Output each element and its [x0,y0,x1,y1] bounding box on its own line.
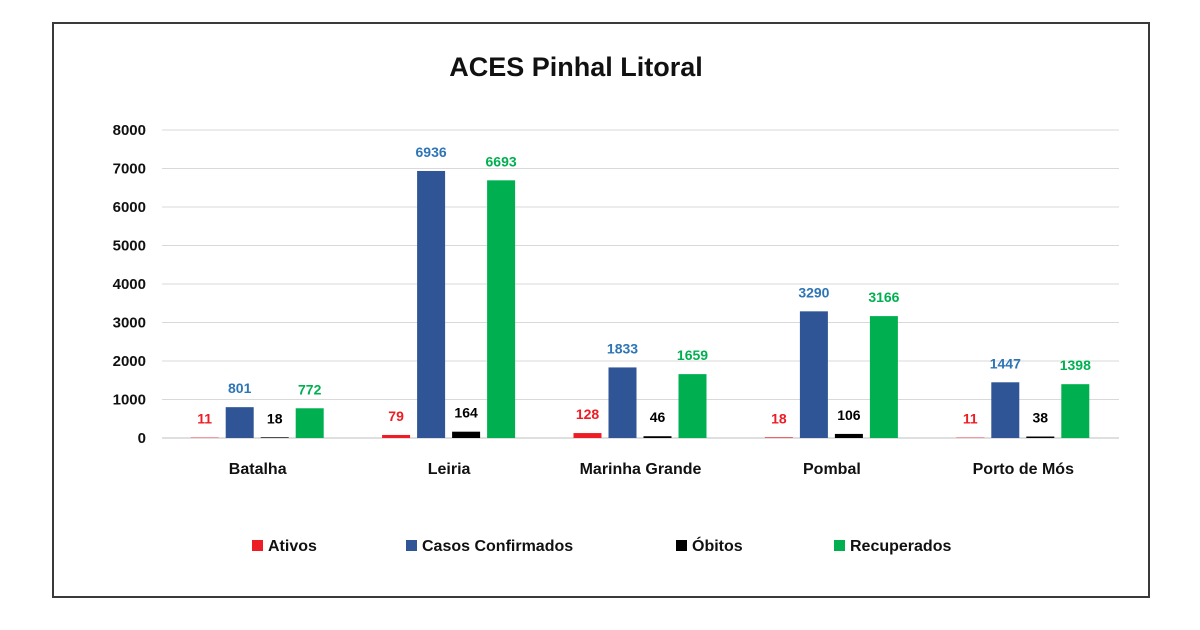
bar [869,316,898,438]
legend-label: Ativos [268,538,317,555]
bar [834,433,863,438]
grid-lines [162,129,1119,439]
y-tick-label: 1000 [113,392,146,409]
bar [1026,436,1055,438]
data-label: 3166 [868,289,899,305]
data-label: 38 [1033,410,1049,426]
bar [991,382,1020,438]
x-tick-label: Pombal [803,461,861,478]
data-label: 18 [771,410,787,426]
bar [487,180,516,438]
legend-label: Casos Confirmados [422,538,573,555]
bar [225,407,254,438]
y-tick-label: 2000 [113,353,146,370]
data-labels: 11 801 18 772 79 6936 164 6693 128 1833 46 1659 18 32… [197,144,1091,427]
legend-swatch [834,540,845,551]
data-label: 164 [454,405,478,421]
y-tick-label: 8000 [113,122,146,139]
y-tick-label: 0 [138,430,146,447]
bar [382,434,411,438]
chart: ACES Pinhal Litoral 0 1000 2000 3000 4000 500… [113,52,1119,555]
x-tick-label: Porto de Mós [973,461,1074,478]
y-tick-label: 4000 [113,276,146,293]
data-label: 772 [298,381,322,397]
data-label: 1398 [1060,357,1091,373]
bar [295,408,324,438]
bar [1061,384,1090,438]
x-tick-label: Leiria [428,461,471,478]
bar [764,437,793,438]
data-label: 6936 [416,144,447,160]
data-label: 3290 [798,284,829,300]
bar [608,367,637,438]
bar [678,374,707,438]
legend-swatch [406,540,417,551]
bars [190,170,1090,439]
legend-swatch [676,540,687,551]
bar [452,431,481,438]
y-tick-label: 5000 [113,238,146,255]
legend-swatch [252,540,263,551]
data-label: 11 [197,411,212,427]
bar [260,437,289,438]
chart-title: ACES Pinhal Litoral [449,52,703,82]
data-label: 1659 [677,347,708,363]
y-tick-label: 6000 [113,199,146,216]
data-label: 11 [963,411,978,427]
legend-label: Recuperados [850,538,951,555]
data-label: 801 [228,380,252,396]
data-label: 46 [650,409,666,425]
bar [417,170,446,439]
bar [643,436,672,438]
data-label: 1833 [607,340,638,356]
x-tick-label: Batalha [229,461,287,478]
data-label: 106 [837,407,861,423]
data-label: 79 [388,408,404,424]
legend: Ativos Casos Confirmados Óbitos Recuperados [252,536,951,555]
bar [573,433,602,438]
bar [799,311,828,438]
chart-frame: ACES Pinhal Litoral 0 1000 2000 3000 4000 500… [52,22,1150,598]
legend-label: Óbitos [692,536,743,555]
x-tick-label: Marinha Grande [580,461,702,478]
data-label: 1447 [990,355,1021,371]
data-label: 6693 [486,153,517,169]
y-tick-label: 7000 [113,161,146,178]
data-label: 18 [267,410,283,426]
y-tick-label: 3000 [113,315,146,332]
x-axis: Batalha Leiria Marinha Grande Pombal Porto d… [229,461,1074,478]
y-axis: 0 1000 2000 3000 4000 5000 6000 7000 8000 [113,122,146,447]
data-label: 128 [576,406,600,422]
